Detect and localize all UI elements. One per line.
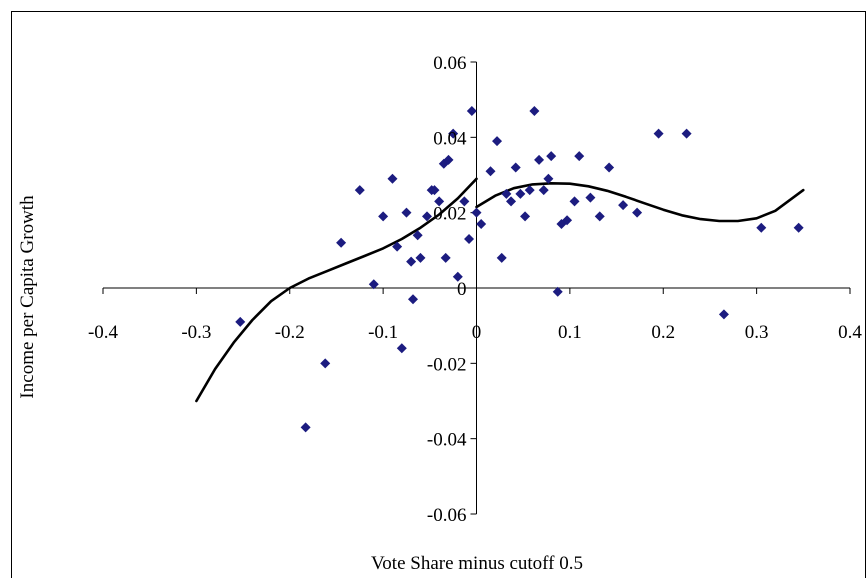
scatter-point: [534, 154, 545, 165]
scatter-point: [368, 279, 379, 290]
scatter-point: [585, 192, 596, 203]
y-tick-label: -0.06: [427, 505, 467, 526]
x-tick-label: -0.4: [88, 322, 119, 343]
x-tick-label: -0.2: [275, 322, 305, 343]
scatter-point: [466, 105, 477, 116]
scatter-point: [510, 162, 521, 173]
y-axis-label: Income per Capita Growth: [17, 195, 38, 399]
scatter-point: [336, 237, 347, 248]
scatter-points: [235, 105, 804, 433]
scatter-point: [434, 196, 445, 207]
scatter-point: [681, 128, 692, 139]
fit-curve-right: [475, 182, 805, 223]
scatter-point: [440, 252, 451, 263]
scatter-point: [793, 222, 804, 233]
y-tick-label: 0.02: [433, 204, 466, 225]
scatter-point: [594, 211, 605, 222]
tick-labels: -0.4 -0.3 -0.2 -0.1 0 0.1 0.2 0.3 0.4 -0.06 -0.04 -…: [88, 53, 862, 526]
scatter-point: [235, 316, 246, 327]
scatter-point: [543, 173, 554, 184]
scatter-point: [546, 151, 557, 162]
scatter-point: [443, 154, 454, 165]
x-tick-label: -0.1: [368, 322, 398, 343]
scatter-point: [529, 105, 540, 116]
scatter-point: [538, 185, 549, 196]
scatter-point: [515, 188, 526, 199]
scatter-point: [476, 218, 487, 229]
y-tick-label: 0.04: [433, 128, 467, 149]
scatter-point: [396, 343, 407, 354]
fit-curve-left: [195, 177, 478, 403]
scatter-point: [485, 166, 496, 177]
fit-curve-group: [195, 177, 805, 403]
scatter-point: [552, 286, 563, 297]
x-tick-label: -0.3: [181, 322, 211, 343]
scatter-point: [401, 207, 412, 218]
scatter-point: [574, 151, 585, 162]
chart-area-border: [11, 11, 866, 578]
scatter-point: [506, 196, 517, 207]
scatter-point: [562, 215, 573, 226]
scatter-point: [524, 185, 535, 196]
scatter-point: [569, 196, 580, 207]
x-tick-label: 0.1: [558, 322, 582, 343]
scatter-point: [520, 211, 531, 222]
x-axis-label: Vote Share minus cutoff 0.5: [371, 553, 583, 574]
scatter-point: [459, 196, 470, 207]
x-tick-label: 0.2: [651, 322, 675, 343]
scatter-point: [452, 271, 463, 282]
scatter-point: [618, 200, 629, 211]
y-tick-label: -0.04: [427, 430, 467, 451]
scatter-point: [422, 211, 433, 222]
y-tick-label: 0.06: [433, 53, 466, 74]
scatter-point: [429, 185, 440, 196]
y-tick-label: 0: [457, 279, 467, 300]
scatter-point: [412, 230, 423, 241]
scatter-point: [464, 234, 475, 245]
scatter-point: [471, 207, 482, 218]
scatter-point: [492, 136, 503, 147]
scatter-point: [300, 422, 311, 433]
scatter-point: [448, 128, 459, 139]
axes: [102, 61, 851, 515]
scatter-point: [387, 173, 398, 184]
scatter-point: [501, 188, 512, 199]
scatter-point: [408, 294, 419, 305]
x-tick-label: 0.4: [838, 322, 862, 343]
scatter-point: [632, 207, 643, 218]
scatter-point: [415, 252, 426, 263]
y-tick-label: -0.02: [427, 354, 467, 375]
x-tick-label: 0: [472, 322, 482, 343]
scatter-point: [718, 309, 729, 320]
scatter-point: [320, 358, 331, 369]
scatter-point: [756, 222, 767, 233]
scatter-point: [378, 211, 389, 222]
scatter-point: [406, 256, 417, 267]
scatter-point: [392, 241, 403, 252]
scatter-point: [604, 162, 615, 173]
scatter-point: [496, 252, 507, 263]
x-tick-label: 0.3: [745, 322, 769, 343]
scatter-point: [354, 185, 365, 196]
scatter-point: [653, 128, 664, 139]
